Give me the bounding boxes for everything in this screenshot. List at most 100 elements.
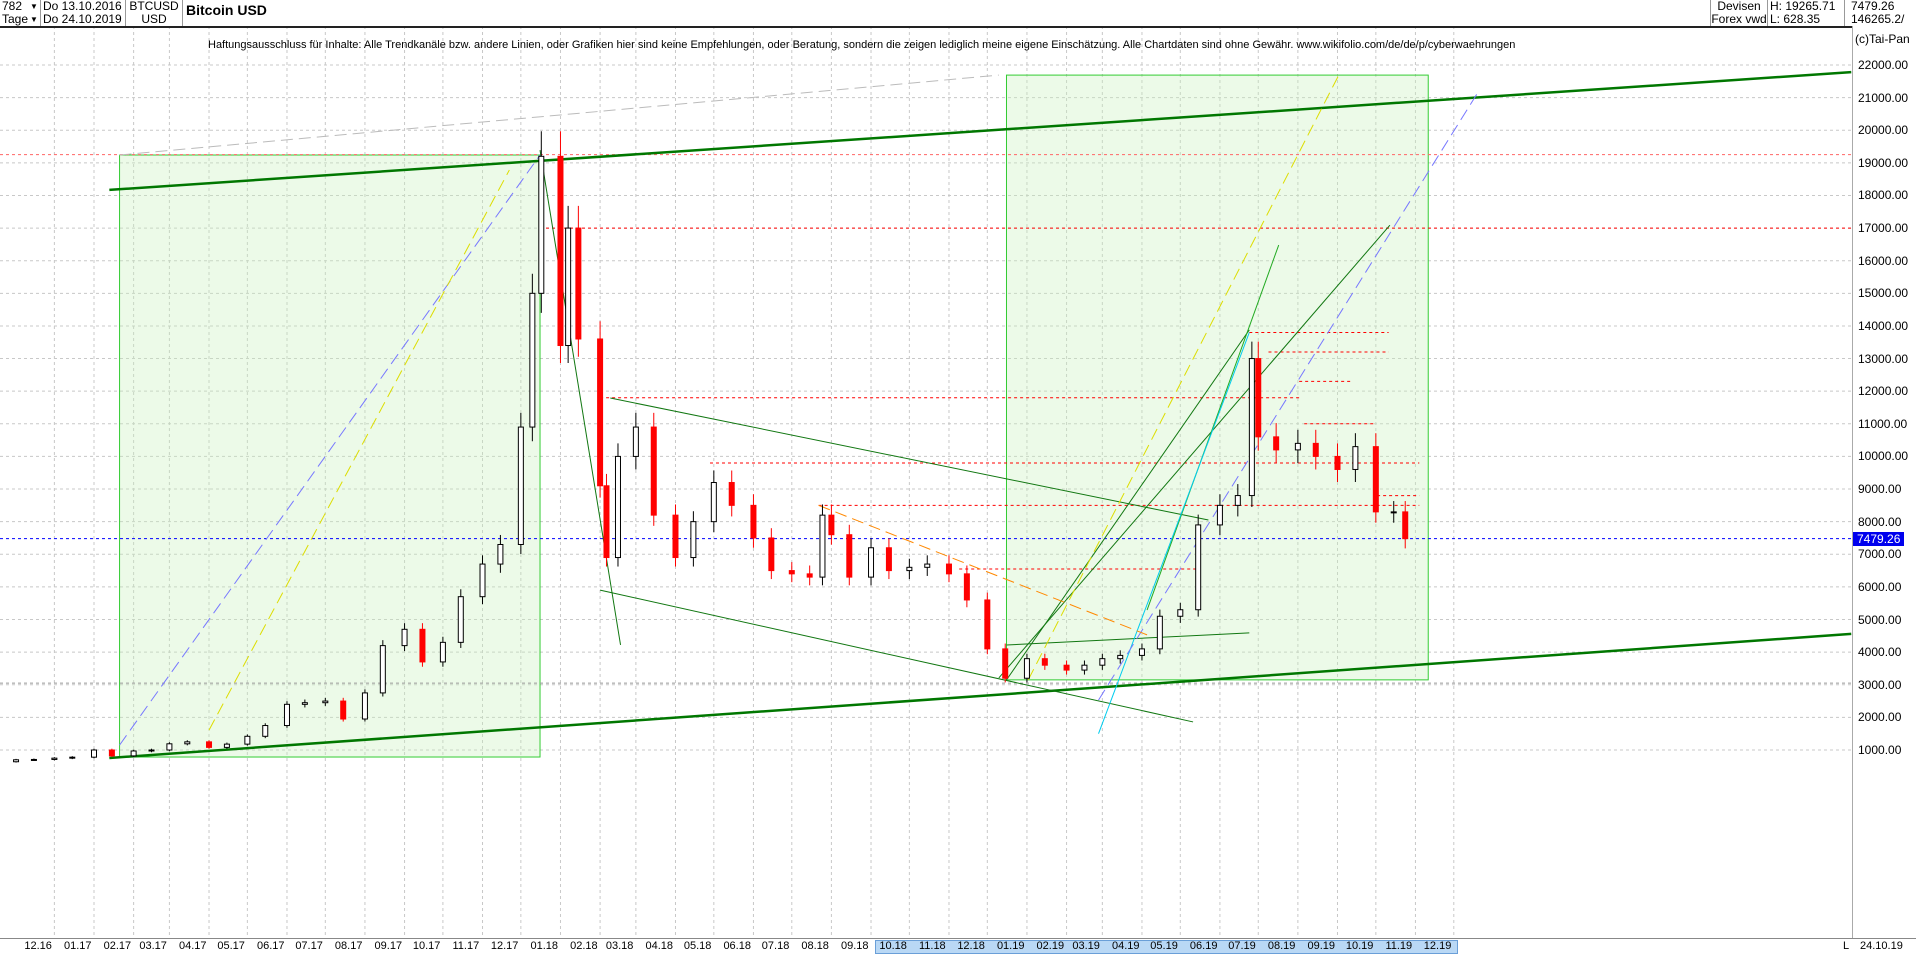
- date-to[interactable]: Do 24.10.2019: [43, 12, 122, 26]
- candle-body: [51, 757, 58, 760]
- candle-body: [517, 426, 524, 545]
- x-tick-label: 08.19: [1267, 940, 1296, 952]
- low-value: L: 628.35: [1770, 12, 1821, 26]
- y-tick-label: 4000.00: [1858, 645, 1902, 660]
- trendline: [1146, 244, 1280, 611]
- trendline: [1098, 89, 1480, 701]
- candle-body: [788, 570, 795, 575]
- candle-body: [1216, 504, 1223, 526]
- candle-body: [984, 599, 991, 650]
- x-tick-label: 10.17: [412, 940, 441, 952]
- period-selector[interactable]: 782 Tage ▼ ▼: [0, 0, 41, 26]
- trendline: [1006, 329, 1250, 681]
- price-axis[interactable]: [1852, 26, 1916, 938]
- y-tick-label: 12000.00: [1858, 384, 1909, 399]
- candle-body: [283, 703, 290, 727]
- trendline: [208, 169, 510, 731]
- y-tick-label: 6000.00: [1858, 579, 1902, 594]
- dropdown-arrow-icon[interactable]: ▼: [30, 15, 38, 24]
- candle-body: [819, 514, 826, 578]
- x-tick-label: 02.19: [1036, 940, 1065, 952]
- candle-body: [557, 155, 564, 347]
- range-box: [119, 154, 541, 758]
- date-range[interactable]: Do 13.10.2016 Do 24.10.2019: [41, 0, 126, 26]
- y-tick-label: 5000.00: [1858, 612, 1902, 627]
- x-tick-label: 03.19: [1072, 940, 1100, 952]
- period-unit[interactable]: Tage: [2, 12, 29, 26]
- current-price-label: 7479.26: [1853, 531, 1905, 546]
- y-tick-label: 17000.00: [1858, 221, 1909, 236]
- candles: [13, 131, 1409, 763]
- x-tick-label: 04.17: [179, 940, 207, 952]
- candle-body: [1195, 524, 1202, 611]
- trendline: [119, 74, 999, 156]
- y-tick-label: 19000.00: [1858, 155, 1909, 170]
- candle-body: [479, 563, 486, 598]
- period-count[interactable]: 782: [2, 0, 23, 13]
- candle-body: [1156, 615, 1163, 650]
- candle-body: [148, 749, 155, 752]
- candle-body: [963, 573, 970, 601]
- source-2: Forex vwd: [1711, 12, 1767, 26]
- candle-body: [361, 692, 368, 720]
- candle-body: [728, 482, 735, 506]
- candle-body: [244, 735, 251, 745]
- x-tick-label: 08.17: [334, 940, 363, 952]
- dropdown-arrow-icon[interactable]: ▼: [30, 2, 38, 11]
- candle-body: [30, 758, 37, 761]
- x-tick-label: 02.18: [570, 940, 598, 952]
- last-value: 7479.26: [1851, 0, 1895, 13]
- candle-body: [401, 628, 408, 647]
- copyright: (c)Tai-Pan: [1855, 32, 1910, 46]
- candle-body: [301, 702, 308, 705]
- x-tick-label: 09.18: [841, 940, 869, 952]
- x-tick-label: 08.18: [801, 940, 829, 952]
- x-tick-label: 12.16: [24, 940, 52, 952]
- candle-body: [1334, 455, 1341, 470]
- candle-body: [1177, 609, 1184, 617]
- x-tick-label: 04.18: [645, 940, 674, 952]
- axis-end-date: 24.10.19: [1860, 940, 1903, 952]
- candle-body: [828, 514, 835, 536]
- candle-body: [340, 700, 347, 720]
- trendline: [610, 397, 1209, 521]
- header-bar: 782 Tage ▼ ▼ Do 13.10.2016 Do 24.10.2019…: [0, 0, 1916, 28]
- candle-body: [1248, 358, 1255, 497]
- y-tick-label: 20000.00: [1858, 123, 1909, 138]
- candle-body: [1312, 442, 1319, 457]
- candle-body: [1063, 664, 1070, 671]
- high-low-cell: H: 19265.71 L: 628.35: [1767, 0, 1845, 26]
- x-tick-label: 07.19: [1228, 940, 1256, 952]
- x-tick-label: 06.17: [256, 940, 285, 952]
- candle-body: [1002, 648, 1009, 679]
- x-tick-label: 06.19: [1189, 940, 1218, 952]
- x-tick-label: 07.18: [761, 940, 790, 952]
- trendline: [1098, 332, 1250, 734]
- x-tick-label: 09.19: [1307, 940, 1336, 952]
- trendline: [109, 632, 1852, 760]
- candle-body: [768, 537, 775, 572]
- candle-body: [130, 750, 137, 757]
- candle-body: [529, 292, 536, 428]
- x-tick-label: 03.17: [139, 940, 167, 952]
- time-axis[interactable]: 12.16 01.17 02.17 03.17 04.17 05.17 06.17 07.17…: [0, 938, 1916, 954]
- y-tick-label: 1000.00: [1858, 743, 1902, 757]
- source-1: Devisen: [1717, 0, 1761, 13]
- y-tick-label: 11000.00: [1858, 416, 1908, 431]
- candle-body: [419, 628, 426, 663]
- range-boxes: [119, 74, 1429, 758]
- x-tick-label: 01.19: [996, 940, 1025, 952]
- y-tick-label: 8000.00: [1858, 514, 1902, 529]
- candle-body: [108, 749, 115, 757]
- currency: USD: [141, 12, 167, 26]
- candle-body: [1273, 436, 1280, 451]
- trendline: [599, 589, 1194, 723]
- date-from[interactable]: Do 13.10.2016: [43, 0, 122, 13]
- high-value: H: 19265.71: [1770, 0, 1836, 13]
- chart-title: Bitcoin USD: [186, 2, 267, 18]
- y-tick-label: 21000.00: [1858, 90, 1909, 105]
- x-tick-label: 11.19: [1385, 940, 1413, 952]
- x-tick-label: 01.17: [64, 940, 92, 952]
- candle-body: [906, 566, 913, 572]
- candle-body: [806, 573, 813, 578]
